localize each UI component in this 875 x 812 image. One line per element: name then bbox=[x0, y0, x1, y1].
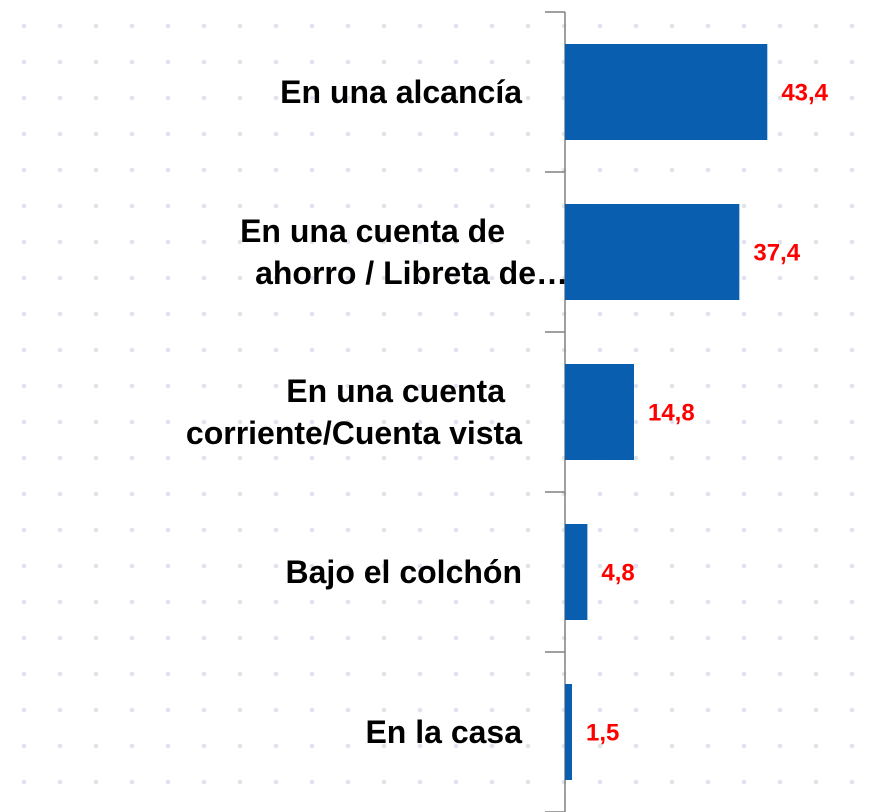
value-label: 4,8 bbox=[601, 559, 634, 586]
bar bbox=[565, 524, 588, 620]
category-label: En una cuenta corriente/Cuenta vista bbox=[186, 373, 522, 451]
category-line: En una cuenta bbox=[286, 373, 505, 409]
category-line: Bajo el colchón bbox=[286, 554, 522, 590]
category-line: En una cuenta de bbox=[240, 213, 505, 249]
value-label: 1,5 bbox=[586, 719, 619, 746]
category-label: En una cuenta de ahorro / Libreta de… bbox=[240, 213, 568, 291]
bar bbox=[565, 364, 634, 460]
category-label: En la casa bbox=[365, 714, 522, 750]
value-label: 14,8 bbox=[648, 399, 695, 426]
category-label: Bajo el colchón bbox=[286, 554, 522, 590]
bar bbox=[565, 684, 572, 780]
category-line: ahorro / Libreta de… bbox=[255, 255, 568, 291]
value-label: 37,4 bbox=[753, 239, 800, 266]
category-line: En la casa bbox=[365, 714, 522, 750]
category-label: En una alcancía bbox=[280, 74, 522, 110]
bar bbox=[565, 44, 768, 140]
value-label: 43,4 bbox=[781, 79, 828, 106]
bar bbox=[565, 204, 740, 300]
category-line: corriente/Cuenta vista bbox=[186, 415, 522, 451]
category-line: En una alcancía bbox=[280, 74, 522, 110]
